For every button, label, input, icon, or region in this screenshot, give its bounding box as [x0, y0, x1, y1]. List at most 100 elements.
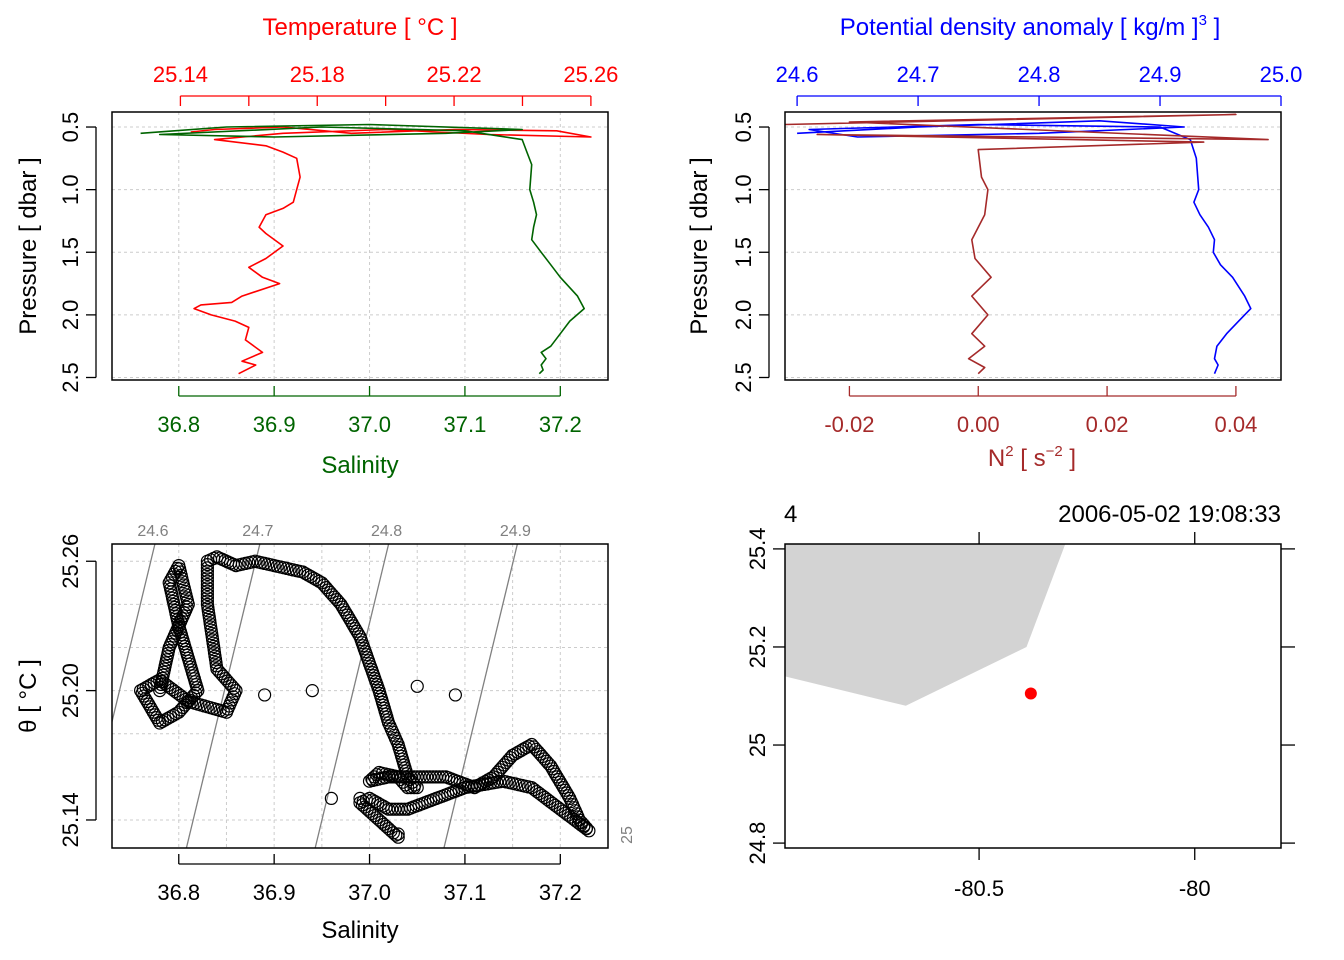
ts-point — [386, 826, 400, 840]
ts-salinity-tick-label: 37.0 — [348, 880, 391, 905]
temperature-axis: 25.14 25.18 25.22 25.26 — [153, 62, 618, 106]
ts-point — [385, 770, 399, 784]
salinity-tick-label: 37.1 — [444, 412, 487, 437]
ts-point — [200, 567, 214, 582]
ts-point — [200, 597, 214, 612]
ts-point — [423, 770, 437, 784]
ts-point — [397, 770, 412, 784]
pressure-tick-label: 2.5 — [58, 362, 83, 393]
salinity-tick-label: 37.0 — [348, 412, 391, 437]
pressure-tick-label: 2.0 — [58, 300, 83, 331]
pressure-axis-label-2: Pressure [ dbar ] — [686, 157, 713, 334]
pressure-tick-label: 1.5 — [58, 237, 83, 268]
n2-tick-label: 0.02 — [1086, 412, 1129, 437]
ts-salinity-tick-label: 37.1 — [444, 880, 487, 905]
ts-point — [200, 584, 214, 598]
density-tick-label: 24.6 — [776, 62, 819, 87]
ts-point — [353, 791, 367, 806]
ts-points — [134, 550, 596, 844]
time-label: 2006-05-02 19:08:33 — [1058, 501, 1281, 528]
latitude-tick-label: 25 — [745, 733, 770, 757]
temperature-tick-label: 25.22 — [427, 62, 482, 87]
latitude-tick-label: 25.4 — [745, 527, 770, 570]
pressure-axis-2: 0.5 1.0 1.5 2.0 2.5 — [731, 112, 770, 393]
latitude-axis: 24.8 25 25.2 25.4 — [745, 527, 785, 865]
ts-point — [527, 782, 541, 797]
isopycnal-label: 24.7 — [242, 523, 273, 540]
density-profile-line — [797, 120, 1252, 375]
salinity-profile-line — [140, 123, 586, 375]
ts-point — [401, 770, 415, 784]
longitude-tick-label: -80.5 — [954, 876, 1004, 901]
isopycnal-label: 24.8 — [371, 523, 402, 540]
n2-line — [784, 113, 1269, 375]
isopycnal-line — [112, 544, 156, 725]
ts-point — [200, 577, 214, 592]
ts-salinity-axis-label: Salinity — [321, 917, 398, 944]
n2-tick-label: -0.02 — [824, 412, 874, 437]
longitude-tick-label: -80 — [1179, 876, 1211, 901]
n2-tick-label: 0.00 — [957, 412, 1000, 437]
temperature-tick-label: 25.26 — [563, 62, 618, 87]
density-tick-label: 24.7 — [897, 62, 940, 87]
ts-point — [353, 796, 367, 810]
salinity-tick-label: 37.2 — [539, 412, 582, 437]
ts-point — [388, 770, 402, 784]
ts-point — [377, 817, 391, 831]
isopycnal-line — [185, 544, 261, 848]
ts-point — [200, 587, 214, 602]
ts-point — [200, 561, 214, 575]
ts-point — [448, 688, 462, 702]
salinity-line — [140, 123, 586, 375]
theta-axis: 25.14 25.20 25.26 — [58, 534, 97, 848]
pressure-2-tick-label: 0.5 — [731, 112, 756, 143]
n2-axis-label: N2 [ s−2 ] — [988, 443, 1076, 472]
ts-point — [391, 827, 405, 841]
ts-point — [200, 594, 214, 608]
station-map-panel: -80.5 -80 24.8 25 25.2 25.4 4 2006-05-02 19:… — [745, 501, 1295, 901]
station-marker — [1024, 687, 1037, 700]
temperature-profile-line — [190, 126, 592, 375]
density-line — [797, 120, 1252, 375]
theta-tick-label: 25.20 — [58, 663, 83, 718]
longitude-axis: -80.5 -80 — [954, 848, 1211, 901]
ts-point — [382, 770, 396, 784]
isopycnal-line — [443, 544, 519, 848]
density-tick-label: 24.8 — [1018, 62, 1061, 87]
ts-point — [385, 802, 399, 816]
ts-point — [426, 770, 440, 784]
station-label: 4 — [784, 501, 797, 528]
isopycnal-line — [314, 544, 390, 848]
ts-salinity-axis: 36.8 36.9 37.0 37.1 37.2 — [157, 854, 582, 905]
ts-point — [200, 574, 214, 588]
latitude-right-ticks — [1281, 548, 1295, 844]
ts-point — [394, 802, 408, 816]
ts-point — [391, 770, 405, 784]
ts-point — [407, 770, 421, 784]
isopycnal-label: 24.6 — [137, 523, 168, 540]
ts-point — [365, 772, 379, 786]
pressure-tick-label: 1.0 — [58, 174, 83, 205]
isopycnal-labels: 24.6 24.7 24.8 24.9 25 — [137, 523, 636, 844]
theta-axis-label: θ [ °C ] — [15, 659, 42, 733]
ts-point — [404, 770, 418, 784]
n2-tick-label: 0.04 — [1214, 412, 1257, 437]
ts-salinity-tick-label: 36.9 — [253, 880, 296, 905]
ts-point — [410, 770, 424, 784]
temperature-tick-label: 25.14 — [153, 62, 208, 87]
temperature-tick-label: 25.18 — [290, 62, 345, 87]
pressure-axis-label: Pressure [ dbar ] — [15, 157, 42, 334]
land-area — [785, 544, 1066, 706]
temperature-axis-label: Temperature [ °C ] — [263, 14, 458, 41]
salinity-tick-label: 36.8 — [157, 412, 200, 437]
pressure-2-tick-label: 1.0 — [731, 174, 756, 205]
density-tick-label: 24.9 — [1139, 62, 1182, 87]
pressure-2-tick-label: 1.5 — [731, 237, 756, 268]
ts-point — [365, 806, 379, 821]
density-axis-label: Potential density anomaly [ kg/m ]3 ] — [840, 12, 1221, 41]
ts-point — [417, 770, 431, 784]
ts-point — [394, 770, 408, 784]
ts-point — [391, 830, 405, 844]
ts-point — [379, 819, 393, 834]
ts-point — [305, 684, 319, 698]
